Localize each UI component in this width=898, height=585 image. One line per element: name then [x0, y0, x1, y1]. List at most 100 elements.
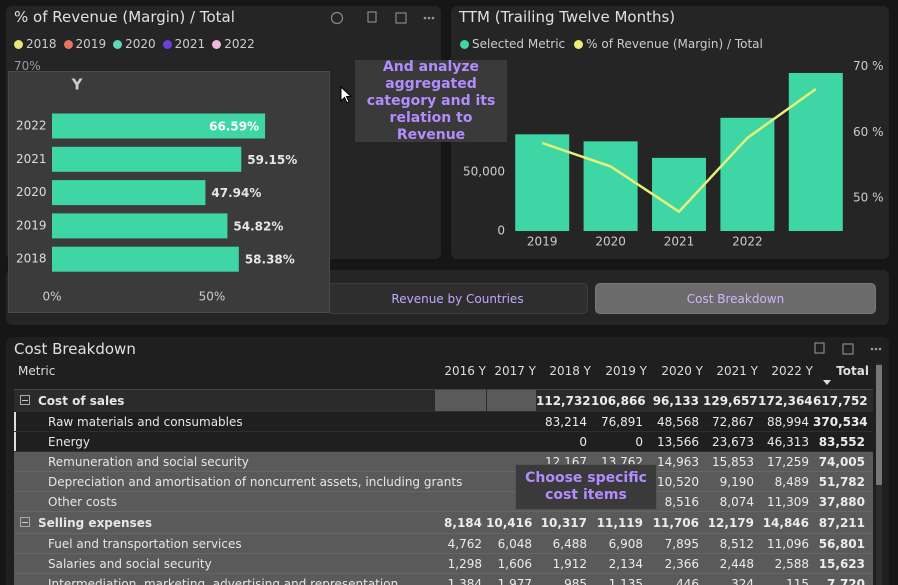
table-cell: 15,853 [712, 454, 754, 469]
row-label: Selling expenses [38, 515, 153, 530]
table-row[interactable]: Selling expenses 8,184 10,416 10,317 11,119 1… [14, 512, 873, 534]
table-cell: 10,317 [540, 515, 587, 530]
y-tick-label: 2018 [16, 252, 47, 266]
table-cell: 8,184 [444, 515, 482, 530]
table-cell: 129,657 [703, 393, 758, 408]
table-cell: 17,259 [767, 454, 809, 469]
legend-swatch [460, 39, 469, 49]
table-cell: 46,313 [767, 434, 809, 449]
row-label: Salaries and social security [48, 556, 212, 571]
table-cell: 76,891 [601, 414, 643, 429]
table-cell: 0 [635, 434, 643, 449]
table-cell: 446 [676, 576, 699, 585]
tooltip-title: Y [71, 76, 84, 94]
legend-item[interactable]: 2019 [63, 37, 107, 51]
scrollbar-thumb[interactable] [876, 365, 882, 485]
legend-label: 2021 [174, 37, 206, 51]
focus-icon[interactable] [842, 343, 854, 355]
sort-indicator [823, 380, 831, 385]
header-rule [14, 389, 873, 390]
legend-item[interactable]: 2020 [113, 37, 156, 51]
legend-swatch [212, 39, 222, 49]
table-cell: 48,568 [657, 414, 699, 429]
y-tick-label: 50,000 [463, 165, 505, 179]
column-header[interactable]: 2016 Y [444, 364, 486, 378]
collapse-minus [22, 521, 28, 523]
row-marker [14, 412, 16, 431]
table-cell: 0 [579, 434, 587, 449]
table-cell: 74,005 [818, 454, 865, 469]
x-tick-label: 0% [42, 290, 61, 304]
legend-item[interactable]: % of Revenue (Margin) / Total [574, 37, 763, 51]
column-header[interactable]: 2020 Y [661, 364, 703, 378]
table-cell: 88,994 [767, 414, 809, 429]
table-cell: 11,096 [767, 536, 809, 551]
table-cell: 96,133 [652, 393, 699, 408]
row-label: Fuel and transportation services [48, 536, 242, 551]
copy-icon[interactable] [367, 11, 377, 23]
legend-item[interactable]: 2021 [162, 37, 206, 51]
copy-icon[interactable] [814, 342, 825, 354]
table-cell: 112,732 [536, 393, 591, 408]
table-cell: 1,135 [608, 576, 643, 585]
table-cell: 83,552 [818, 434, 865, 449]
y2-tick-label: 60 % [853, 125, 884, 139]
table-cell: 1,298 [447, 556, 482, 571]
legend-item[interactable]: 2018 [14, 37, 57, 51]
column-header[interactable]: 2019 Y [605, 364, 647, 378]
column-header[interactable]: 2021 Y [716, 364, 758, 378]
data-label: 58.38% [245, 253, 295, 267]
column-header[interactable]: 2018 Y [549, 364, 591, 378]
column-header[interactable]: 2017 Y [494, 364, 536, 378]
table-cell: 6,488 [552, 536, 587, 551]
bar [52, 146, 242, 172]
column-header: Metric [18, 364, 56, 378]
panel-title: TTM (Trailing Twelve Months) [459, 8, 676, 26]
cursor [340, 85, 352, 104]
table-row[interactable]: Depreciation and amortisation of noncurr… [14, 472, 873, 492]
legend-item[interactable]: 2022 [212, 37, 255, 51]
axis-label: 70% [14, 59, 41, 73]
x-tick-label: 50% [199, 290, 226, 304]
table-cell: 11,706 [652, 515, 699, 530]
legend-item[interactable]: Selected Metric [460, 37, 565, 51]
table-row[interactable]: Salaries and social security 1,298 1,606 1,… [14, 554, 873, 574]
legend-label: 2022 [224, 37, 255, 51]
table-cell: 172,364 [758, 393, 813, 408]
collapse-icon[interactable] [20, 395, 30, 405]
button[interactable]: Cost Breakdown [595, 283, 876, 314]
help-icon[interactable] [330, 11, 344, 25]
x-tick-label: 2021 [664, 235, 695, 249]
button[interactable]: Revenue by Countries [327, 283, 588, 314]
data-label: 66.59% [209, 120, 259, 134]
column-header[interactable]: Total [836, 364, 869, 378]
table-cell: 1,606 [497, 556, 532, 571]
row-label: Cost of sales [38, 393, 125, 408]
collapse-icon[interactable] [20, 517, 30, 527]
row-label: Depreciation and amortisation of noncurr… [48, 474, 463, 489]
table-row[interactable]: Cost of sales 112,732 106,866 96,133 129,657… [14, 390, 873, 412]
table-row[interactable]: Fuel and transportation services 4,762 6,0… [14, 534, 873, 554]
table-cell: 7,895 [664, 536, 699, 551]
table-cell: 14,963 [657, 454, 699, 469]
table-cell: 13,566 [657, 434, 699, 449]
table-row[interactable]: Remuneration and social security 12,167 13… [14, 452, 873, 472]
table-cell: 10,416 [486, 515, 533, 530]
legend-label: % of Revenue (Margin) / Total [586, 37, 763, 51]
y-tick-label: 0 [497, 224, 505, 238]
focus-icon[interactable] [395, 12, 407, 24]
table-row[interactable]: Other costs5,1684,8138,5168,07411,30937,… [14, 492, 873, 512]
legend-label: 2019 [75, 37, 107, 51]
table-cell: 8,512 [719, 536, 754, 551]
table-row[interactable]: Intermediation, marketing, advertising a… [14, 574, 873, 585]
legend-label: 2020 [125, 37, 156, 51]
table-cell: 51,782 [818, 474, 865, 489]
legend-label: Selected Metric [472, 37, 566, 51]
table-cell: 985 [564, 576, 587, 585]
table-cell: 15,623 [818, 556, 865, 571]
row-marker [14, 432, 16, 451]
column-header[interactable]: 2022 Y [771, 364, 813, 378]
table-row[interactable]: Raw materials and consumables 83,214 76,89… [14, 412, 873, 432]
table-row[interactable]: Energy 0 0 13,566 23,673 46,313 83,552 [14, 432, 873, 452]
